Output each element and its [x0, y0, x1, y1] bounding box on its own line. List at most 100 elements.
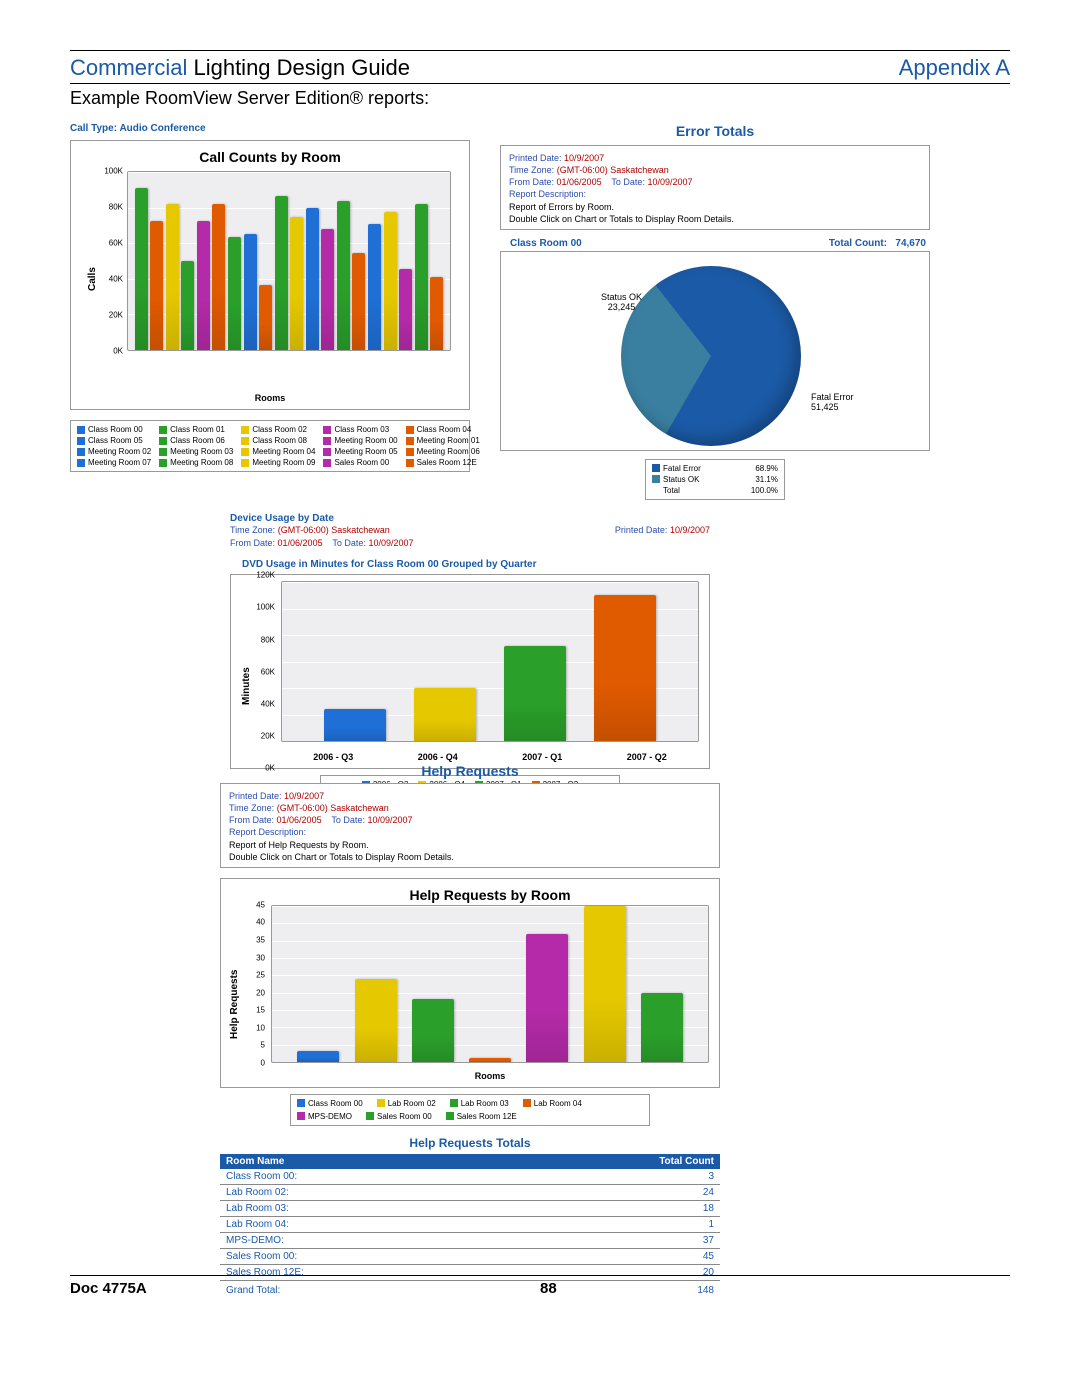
legend-item: Class Room 02: [241, 425, 315, 434]
legend-item: Class Room 01: [159, 425, 233, 434]
et-total-val: 74,670: [895, 238, 926, 249]
legend-item: Meeting Room 05: [323, 447, 397, 456]
hr-to-lbl: To Date:: [331, 815, 365, 825]
table-row: Sales Room 12E:20: [220, 1264, 720, 1280]
legend-item: Meeting Room 06: [406, 447, 480, 456]
grand-total-row: Grand Total:148: [220, 1280, 720, 1298]
hr-desc1: Report of Help Requests by Room.: [229, 840, 369, 850]
du-to: 10/09/2007: [368, 538, 413, 548]
bar: [430, 277, 443, 350]
bar: [412, 999, 454, 1061]
et-total: Total Count: 74,670: [829, 238, 926, 249]
pie-fatal-label: Fatal Error 51,425: [811, 392, 854, 412]
bar: [504, 646, 566, 741]
table-row: MPS-DEMO:37: [220, 1232, 720, 1248]
hr-from-lbl: From Date:: [229, 815, 274, 825]
error-pie-panel: Status OK 23,245 Fatal Error 51,425: [500, 251, 930, 451]
bar: [297, 1051, 339, 1061]
call-counts-plot: [127, 171, 451, 351]
x-tick-label: 2006 - Q3: [313, 752, 353, 762]
et-from-lbl: From Date:: [509, 177, 554, 187]
legend-item: Meeting Room 00: [323, 436, 397, 445]
bar: [306, 208, 319, 350]
legend-item: Class Room 05: [77, 436, 151, 445]
bar: [352, 253, 365, 350]
bar: [181, 261, 194, 350]
bar: [594, 595, 656, 741]
hr-desc-lbl: Report Description:: [229, 827, 306, 837]
device-usage-panel: Device Usage by Date Time Zone: (GMT-06:…: [230, 513, 710, 794]
du-from: 01/06/2005: [278, 538, 323, 548]
pie-fatal-v: 51,425: [811, 402, 839, 412]
hr-yticks: 051015202530354045: [239, 905, 267, 1063]
legend-item: Meeting Room 02: [77, 447, 151, 456]
et-room: Class Room 00: [510, 238, 582, 249]
x-tick-label: 2007 - Q1: [522, 752, 562, 762]
calls-xlabel: Rooms: [71, 393, 469, 403]
legend-item: Class Room 03: [323, 425, 397, 434]
pie-ok-label: Status OK 23,245: [601, 292, 642, 312]
hr-tz-lbl: Time Zone:: [229, 803, 274, 813]
bar: [414, 688, 476, 741]
call-counts-title: Call Counts by Room: [79, 149, 461, 165]
legend-item: Class Room 04: [406, 425, 480, 434]
th-count: Total Count: [507, 1154, 720, 1169]
page-header: Commercial Lighting Design Guide Appendi…: [70, 55, 1010, 81]
hr-from: 01/06/2005: [277, 815, 322, 825]
x-tick-label: 2007 - Q2: [627, 752, 667, 762]
hr-tz: (GMT-06:00) Saskatchewan: [277, 803, 389, 813]
et-total-lbl: Total Count:: [829, 238, 887, 249]
legend-item: Meeting Room 08: [159, 458, 233, 467]
hr-chart-title: Help Requests by Room: [271, 887, 709, 903]
table-row: Sales Room 00:45: [220, 1248, 720, 1264]
et-to-lbl: To Date:: [611, 177, 645, 187]
du-yticks: 0K20K40K60K80K100K120K: [249, 575, 277, 768]
du-chart-panel: Minutes 0K20K40K60K80K100K120K 2006 - Q3…: [230, 574, 710, 769]
x-tick-label: 2006 - Q4: [418, 752, 458, 762]
hr-hdr-box: Printed Date: 10/9/2007 Time Zone: (GMT-…: [220, 783, 720, 868]
du-printed-lbl: Printed Date:: [615, 525, 668, 535]
error-pie: [621, 266, 801, 446]
legend-item: Class Room 06: [159, 436, 233, 445]
du-chart-title: DVD Usage in Minutes for Class Room 00 G…: [242, 559, 710, 570]
legend-item: Sales Room 00: [323, 458, 397, 467]
bar: [228, 237, 241, 350]
error-totals-title: Error Totals: [500, 123, 930, 139]
th-room: Room Name: [220, 1154, 507, 1169]
pie-ok-v: 23,245: [608, 302, 636, 312]
bar: [259, 285, 272, 350]
et-printed: 10/9/2007: [564, 153, 604, 163]
bar: [415, 204, 428, 350]
doc-title: Commercial Lighting Design Guide: [70, 55, 410, 81]
legend-item: Lab Room 02: [377, 1099, 436, 1108]
bar: [324, 709, 386, 741]
hr-printed-lbl: Printed Date:: [229, 791, 282, 801]
et-printed-lbl: Printed Date:: [509, 153, 562, 163]
bar: [166, 204, 179, 350]
hr-title: Help Requests: [220, 763, 720, 779]
legend-item: Fatal Error68.9%: [652, 464, 778, 473]
bar: [150, 221, 163, 350]
legend-item: Class Room 00: [77, 425, 151, 434]
title-prefix: Commercial: [70, 55, 187, 80]
call-counts-panel: Call Type: Audio Conference Call Counts …: [70, 123, 470, 472]
legend-item: MPS-DEMO: [297, 1112, 352, 1121]
et-tz: (GMT-06:00) Saskatchewan: [557, 165, 669, 175]
legend-item: Meeting Room 04: [241, 447, 315, 456]
legend-item: Sales Room 12E: [446, 1112, 517, 1121]
et-desc-lbl: Report Description:: [509, 189, 586, 199]
legend-item: Total100.0%: [652, 486, 778, 495]
legend-item: Class Room 08: [241, 436, 315, 445]
du-tz-lbl: Time Zone:: [230, 525, 275, 535]
bar: [244, 234, 257, 351]
calls-yticks: 0K20K40K60K80K100K: [97, 171, 125, 351]
hr-xlabel: Rooms: [271, 1071, 709, 1081]
et-desc1: Report of Errors by Room.: [509, 202, 614, 212]
hr-totals-table: Room Name Total Count Class Room 00:3Lab…: [220, 1154, 720, 1298]
call-counts-legend: Class Room 00 Class Room 05 Meeting Room 0…: [70, 420, 470, 472]
table-row: Lab Room 04:1: [220, 1216, 720, 1232]
bar: [321, 229, 334, 350]
et-tz-lbl: Time Zone:: [509, 165, 554, 175]
hr-legend: Class Room 00Lab Room 02Lab Room 03Lab R…: [290, 1094, 650, 1126]
et-to: 10/09/2007: [647, 177, 692, 187]
